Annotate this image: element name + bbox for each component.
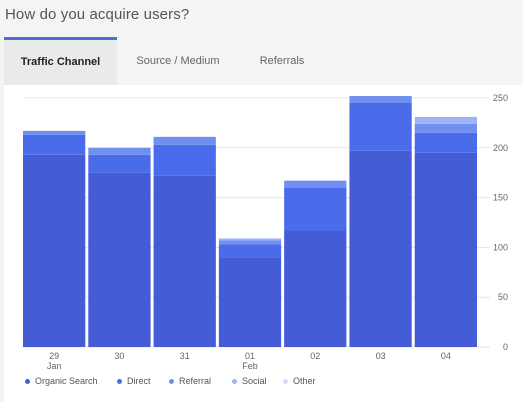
bar-29-direct — [23, 134, 86, 155]
legend-item-social[interactable]: Social — [232, 376, 267, 386]
bar-01-social — [218, 238, 282, 241]
legend-label: Referral — [179, 376, 212, 386]
bar-30-direct — [88, 154, 151, 173]
y-tick-label-100: 100 — [493, 242, 508, 252]
bar-04-social — [414, 116, 477, 124]
bar-30-organic-search — [88, 172, 151, 347]
bar-01-organic-search — [218, 257, 282, 347]
legend-item-organic-search[interactable]: Organic Search — [25, 376, 98, 386]
x-tick-label-29: 29 — [49, 351, 59, 361]
bar-04-direct — [414, 132, 477, 153]
bar-31-referral — [153, 136, 216, 145]
tab-source-medium[interactable]: Source / Medium — [136, 55, 220, 67]
x-tick-label-01: 01 — [245, 351, 255, 361]
legend-dot — [117, 378, 122, 384]
bar-02-referral — [284, 180, 347, 188]
x-tick-label-31: 31 — [180, 351, 190, 361]
page-header: How do you acquire users? — [0, 0, 523, 36]
bar-31-organic-search — [153, 175, 216, 347]
legend-label: Other — [293, 376, 316, 386]
x-tick-sublabel-jan: Jan — [47, 361, 62, 371]
tab-traffic-channel[interactable]: Traffic Channel — [4, 37, 117, 85]
tab-referrals[interactable]: Referrals — [259, 55, 305, 67]
legend-item-other[interactable]: Other — [283, 376, 316, 386]
y-tick-label-0: 0 — [503, 342, 508, 352]
legend-item-referral[interactable]: Referral — [169, 376, 211, 386]
legend-label: Direct — [127, 376, 151, 386]
x-tick-label-03: 03 — [376, 351, 386, 361]
legend-item-direct[interactable]: Direct — [117, 376, 151, 386]
tab-bar: Traffic Channel Source / Medium Referral… — [4, 37, 523, 85]
page-title: How do you acquire users? — [5, 6, 190, 23]
legend-dot — [25, 378, 30, 384]
bar-03-organic-search — [349, 150, 412, 347]
bar-01-direct — [218, 244, 282, 258]
legend-dot — [169, 378, 174, 384]
bar-29-referral — [23, 130, 86, 135]
y-tick-label-250: 250 — [493, 93, 508, 103]
bar-01-referral — [218, 240, 282, 245]
x-tick-label-04: 04 — [441, 351, 451, 361]
bar-31-direct — [153, 144, 216, 176]
bar-30-referral — [88, 147, 151, 155]
x-tick-label-30: 30 — [114, 351, 124, 361]
x-tick-label-02: 02 — [310, 351, 320, 361]
bar-04-referral — [414, 123, 477, 133]
y-tick-label-50: 50 — [498, 292, 508, 302]
bar-02-organic-search — [284, 230, 347, 347]
legend-dot — [232, 378, 237, 384]
bar-29-organic-search — [23, 154, 86, 347]
legend-label: Organic Search — [35, 376, 98, 386]
y-tick-label-200: 200 — [493, 143, 508, 153]
bar-03-direct — [349, 102, 412, 151]
x-tick-sublabel-feb: Feb — [242, 361, 258, 371]
legend-dot — [283, 378, 288, 384]
bar-02-direct — [284, 187, 347, 231]
bar-04-organic-search — [414, 152, 477, 347]
bar-03-referral — [349, 96, 412, 103]
legend-label: Social — [242, 376, 267, 386]
y-tick-label-150: 150 — [493, 193, 508, 203]
